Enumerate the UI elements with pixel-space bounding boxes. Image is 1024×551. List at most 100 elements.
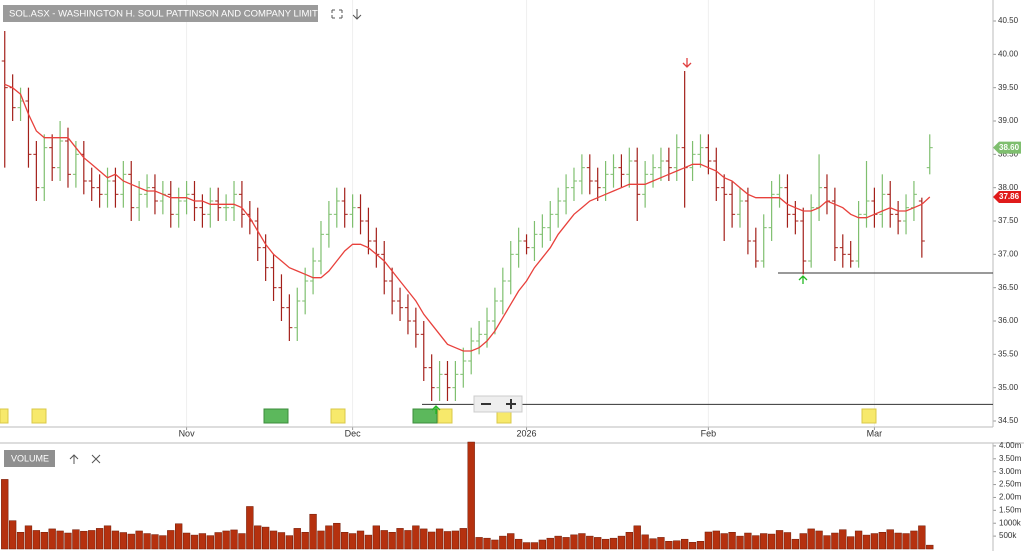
volume-bar xyxy=(16,531,25,550)
volume-bar xyxy=(435,528,444,550)
volume-bar xyxy=(767,533,776,550)
dividend-icon[interactable] xyxy=(263,408,289,424)
volume-bar xyxy=(72,529,80,550)
volume-bar xyxy=(854,530,863,550)
note-icon[interactable] xyxy=(330,408,346,424)
y-tick-label: 39.50 xyxy=(998,83,1019,92)
price-tag xyxy=(993,191,1021,203)
y-tick-label: 36.00 xyxy=(998,316,1019,325)
volume-bar xyxy=(847,536,855,550)
y-tick-label: 38.50 xyxy=(998,149,1019,158)
volume-bar xyxy=(380,530,388,550)
volume-bar xyxy=(752,535,760,550)
title-box xyxy=(3,5,318,22)
volume-bar xyxy=(499,535,507,550)
sell-arrow xyxy=(682,58,692,68)
volume-bar xyxy=(688,542,697,550)
volume-bar xyxy=(483,537,491,550)
volume-bar xyxy=(40,531,48,550)
volume-bar xyxy=(594,537,602,550)
volume-bar xyxy=(388,531,396,550)
note-icon[interactable] xyxy=(31,408,47,424)
volume-bar xyxy=(404,530,412,550)
volume-bar xyxy=(926,544,934,550)
marks: 34.50 35.00 35.50 36.00 36.50 37.00 37.50 38.00… xyxy=(1,16,1022,550)
volume-bar xyxy=(586,535,594,550)
chart-title: SOL.ASX - WASHINGTON H. SOUL PATTINSON A… xyxy=(9,9,331,20)
y-tick-label: 2.00m xyxy=(999,493,1022,502)
y-tick-label: 40.00 xyxy=(998,49,1019,58)
y-tick-label: 40.50 xyxy=(998,16,1019,25)
volume-bar xyxy=(704,531,713,550)
volume-bar xyxy=(467,441,475,550)
note-icon[interactable] xyxy=(861,408,877,424)
volume-bar xyxy=(696,541,705,550)
volume-bar xyxy=(451,530,460,550)
volume-bar xyxy=(886,529,894,550)
price-tag-label: 38.60 xyxy=(999,143,1020,152)
price-tag xyxy=(993,141,1021,154)
volume-bar xyxy=(443,531,452,550)
volume-bar xyxy=(317,530,325,550)
volume-bar xyxy=(657,537,665,550)
volume-bar xyxy=(902,533,910,550)
volume-bar xyxy=(823,535,831,550)
volume-bar xyxy=(514,538,523,550)
volume-bar xyxy=(578,533,586,550)
volume-bar xyxy=(269,530,278,550)
volume-bar xyxy=(214,532,222,550)
volume-bar xyxy=(301,531,309,550)
zoom-in[interactable] xyxy=(506,399,516,409)
y-tick-label: 35.50 xyxy=(998,349,1019,358)
y-tick-label: 35.00 xyxy=(998,383,1019,392)
fullscreen-button[interactable] xyxy=(331,9,343,19)
buy-arrow xyxy=(798,275,808,284)
volume-bar xyxy=(522,542,531,550)
volume-bar xyxy=(412,525,420,550)
volume-bar xyxy=(88,530,96,550)
volume-bar xyxy=(206,535,214,550)
y-tick-label: 4.00m xyxy=(999,441,1022,450)
volume-bar xyxy=(625,531,633,550)
dividend-icon[interactable] xyxy=(412,408,438,424)
y-tick-label: 36.50 xyxy=(998,283,1019,292)
note-icon[interactable] xyxy=(0,408,9,424)
volume-bar xyxy=(554,535,562,550)
volume-bar xyxy=(32,530,41,550)
volume-bar xyxy=(712,530,720,550)
volume-bar xyxy=(791,538,799,550)
volume-bar xyxy=(428,531,436,550)
y-tick-label: 3.00m xyxy=(999,467,1022,476)
volume-bar xyxy=(530,542,539,550)
close-button[interactable] xyxy=(91,454,101,464)
volume-title-box xyxy=(4,450,55,467)
volume-bar xyxy=(878,531,886,550)
volume-bar xyxy=(238,533,246,550)
volume-bar xyxy=(665,541,673,550)
moving-average xyxy=(4,83,931,352)
volume-bar xyxy=(151,534,159,550)
move-up-button[interactable] xyxy=(69,454,79,464)
volume-bar xyxy=(190,534,199,550)
volume-bar xyxy=(230,529,238,550)
volume-bar xyxy=(8,520,17,550)
x-tick-label: 2026 xyxy=(517,428,537,438)
volume-bar xyxy=(807,528,815,550)
volume-bar xyxy=(831,532,839,550)
y-tick-label: 2.50m xyxy=(999,480,1022,489)
volume-bar xyxy=(815,530,823,550)
volume-bar xyxy=(641,534,649,550)
volume-bar xyxy=(649,538,657,550)
y-tick-label: 34.50 xyxy=(998,416,1019,425)
volume-bar xyxy=(459,528,467,550)
note-icon[interactable] xyxy=(437,408,453,424)
volume-bar xyxy=(720,533,728,550)
volume-bar xyxy=(222,530,230,550)
download-button[interactable] xyxy=(352,9,362,20)
volume-bar xyxy=(246,506,254,550)
volume-bar xyxy=(167,530,175,550)
volume-bar xyxy=(95,528,104,550)
volume-bar xyxy=(918,525,926,550)
